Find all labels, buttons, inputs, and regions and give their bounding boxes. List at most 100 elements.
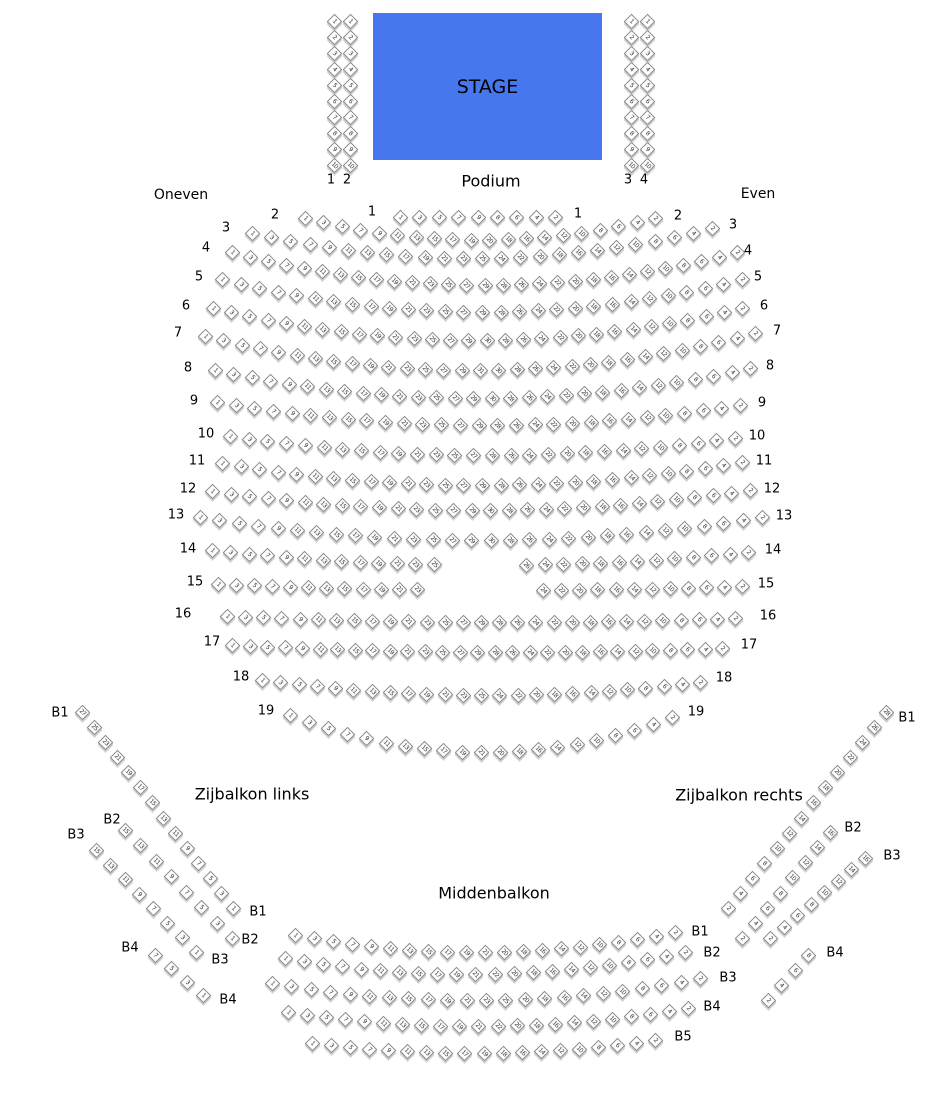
seat[interactable]: 1	[209, 394, 226, 411]
seat[interactable]: 13	[328, 612, 345, 629]
seat[interactable]: 6	[508, 209, 525, 226]
seat[interactable]: 2	[639, 29, 656, 46]
seat[interactable]: 16	[619, 526, 635, 543]
seat[interactable]: 21	[409, 446, 426, 462]
seat[interactable]: 10	[660, 287, 676, 304]
seat[interactable]: 29	[469, 644, 486, 661]
seat[interactable]: 21	[400, 476, 416, 492]
seat[interactable]: 19	[463, 232, 480, 249]
seat[interactable]: 3	[223, 304, 240, 321]
seat[interactable]: 28	[509, 361, 525, 378]
seat[interactable]: 27	[442, 332, 459, 348]
seat[interactable]: 17	[352, 554, 369, 571]
seat[interactable]: 21	[381, 359, 397, 375]
seat[interactable]: 2	[760, 992, 777, 1009]
seat[interactable]: 11	[316, 439, 332, 456]
seat[interactable]: 13	[316, 496, 332, 512]
seat[interactable]: 17	[364, 643, 381, 659]
seat[interactable]: 20	[564, 415, 581, 432]
seat[interactable]: 23	[409, 582, 426, 598]
seat[interactable]: 2	[714, 640, 731, 657]
seat[interactable]: 1	[264, 975, 281, 992]
seat[interactable]: 9	[321, 240, 337, 256]
seat[interactable]: 4	[648, 928, 665, 944]
seat[interactable]: 8	[675, 257, 692, 273]
seat[interactable]: 18	[537, 990, 553, 1007]
seat[interactable]: 8	[662, 642, 678, 659]
seat[interactable]: 14	[629, 553, 646, 570]
seat[interactable]: 21	[477, 944, 494, 961]
seat[interactable]: 17	[363, 473, 379, 490]
seat[interactable]: 13	[401, 942, 418, 958]
seat[interactable]: 10	[658, 407, 674, 424]
seat[interactable]: 8	[679, 284, 695, 300]
seat[interactable]: 20	[481, 232, 498, 249]
seat[interactable]: 16	[534, 942, 551, 959]
seat[interactable]: 29	[471, 417, 487, 434]
seat[interactable]: 5	[318, 1009, 335, 1026]
seat[interactable]: 16	[613, 382, 630, 398]
seat[interactable]: 22	[546, 614, 562, 631]
seat[interactable]: 8	[687, 490, 703, 506]
seat[interactable]: 14	[844, 862, 860, 878]
seat[interactable]: 3	[284, 978, 300, 995]
seat[interactable]: 10	[639, 157, 656, 174]
seat[interactable]: 17	[435, 743, 452, 759]
seat[interactable]: 5	[315, 956, 332, 973]
seat[interactable]: 20	[570, 328, 587, 344]
seat[interactable]: 24	[534, 330, 550, 347]
seat[interactable]: 7	[270, 284, 286, 300]
seat[interactable]: 2	[692, 970, 709, 987]
seat[interactable]: 11	[399, 1044, 416, 1060]
seat[interactable]: 12	[643, 318, 660, 335]
seat[interactable]: 12	[585, 1013, 602, 1029]
seat[interactable]: 7	[278, 436, 295, 452]
seat[interactable]: 6	[787, 962, 803, 979]
seat[interactable]: 7	[178, 884, 195, 900]
seat[interactable]: 23	[97, 734, 114, 751]
seat[interactable]: 5	[231, 515, 248, 532]
seat[interactable]: 25	[427, 502, 443, 518]
seat[interactable]: 3	[623, 45, 640, 62]
seat[interactable]: 15	[337, 580, 353, 597]
seat[interactable]: 26	[511, 304, 528, 320]
seat[interactable]: 8	[696, 518, 713, 534]
seat[interactable]: 17	[344, 355, 360, 372]
seat[interactable]: 1	[205, 300, 222, 317]
seat[interactable]: 17	[351, 326, 368, 342]
seat[interactable]: 21	[109, 749, 126, 766]
seat[interactable]: 2	[754, 509, 771, 526]
seat[interactable]: 19	[454, 744, 471, 760]
seat[interactable]: 14	[637, 349, 654, 365]
seat[interactable]: 25	[424, 331, 441, 348]
seat[interactable]: 10	[604, 1011, 621, 1027]
seat[interactable]: 17	[398, 248, 414, 265]
seat[interactable]: 12	[639, 264, 656, 280]
seat[interactable]: 29	[454, 362, 470, 379]
seat[interactable]: 7	[274, 610, 290, 627]
seat[interactable]: 11	[303, 407, 319, 424]
seat[interactable]: 15	[328, 526, 344, 543]
seat[interactable]: 17	[355, 581, 371, 597]
seat[interactable]: 6	[759, 900, 776, 916]
seat[interactable]: 14	[623, 293, 639, 310]
seat[interactable]: 1	[192, 509, 209, 526]
seat[interactable]: 4	[774, 977, 790, 994]
seat[interactable]: 18	[583, 414, 599, 430]
seat[interactable]: 21	[388, 329, 404, 346]
seat[interactable]: 14	[625, 321, 641, 338]
seat[interactable]: 11	[378, 735, 394, 751]
seat[interactable]: 6	[705, 368, 722, 384]
seat[interactable]: 27	[452, 644, 468, 661]
seat[interactable]: 11	[167, 825, 184, 841]
seat[interactable]: 22	[558, 387, 574, 404]
seat[interactable]: 1	[639, 13, 656, 30]
seat[interactable]: 30	[484, 390, 500, 407]
seat[interactable]: 18	[599, 528, 616, 544]
seat[interactable]: 15	[420, 943, 437, 960]
seat[interactable]: 8	[623, 1009, 640, 1025]
seat[interactable]: 18	[590, 582, 606, 598]
seat[interactable]: 2	[727, 610, 744, 627]
seat[interactable]: 19	[382, 643, 398, 660]
seat[interactable]: 19	[121, 765, 137, 781]
